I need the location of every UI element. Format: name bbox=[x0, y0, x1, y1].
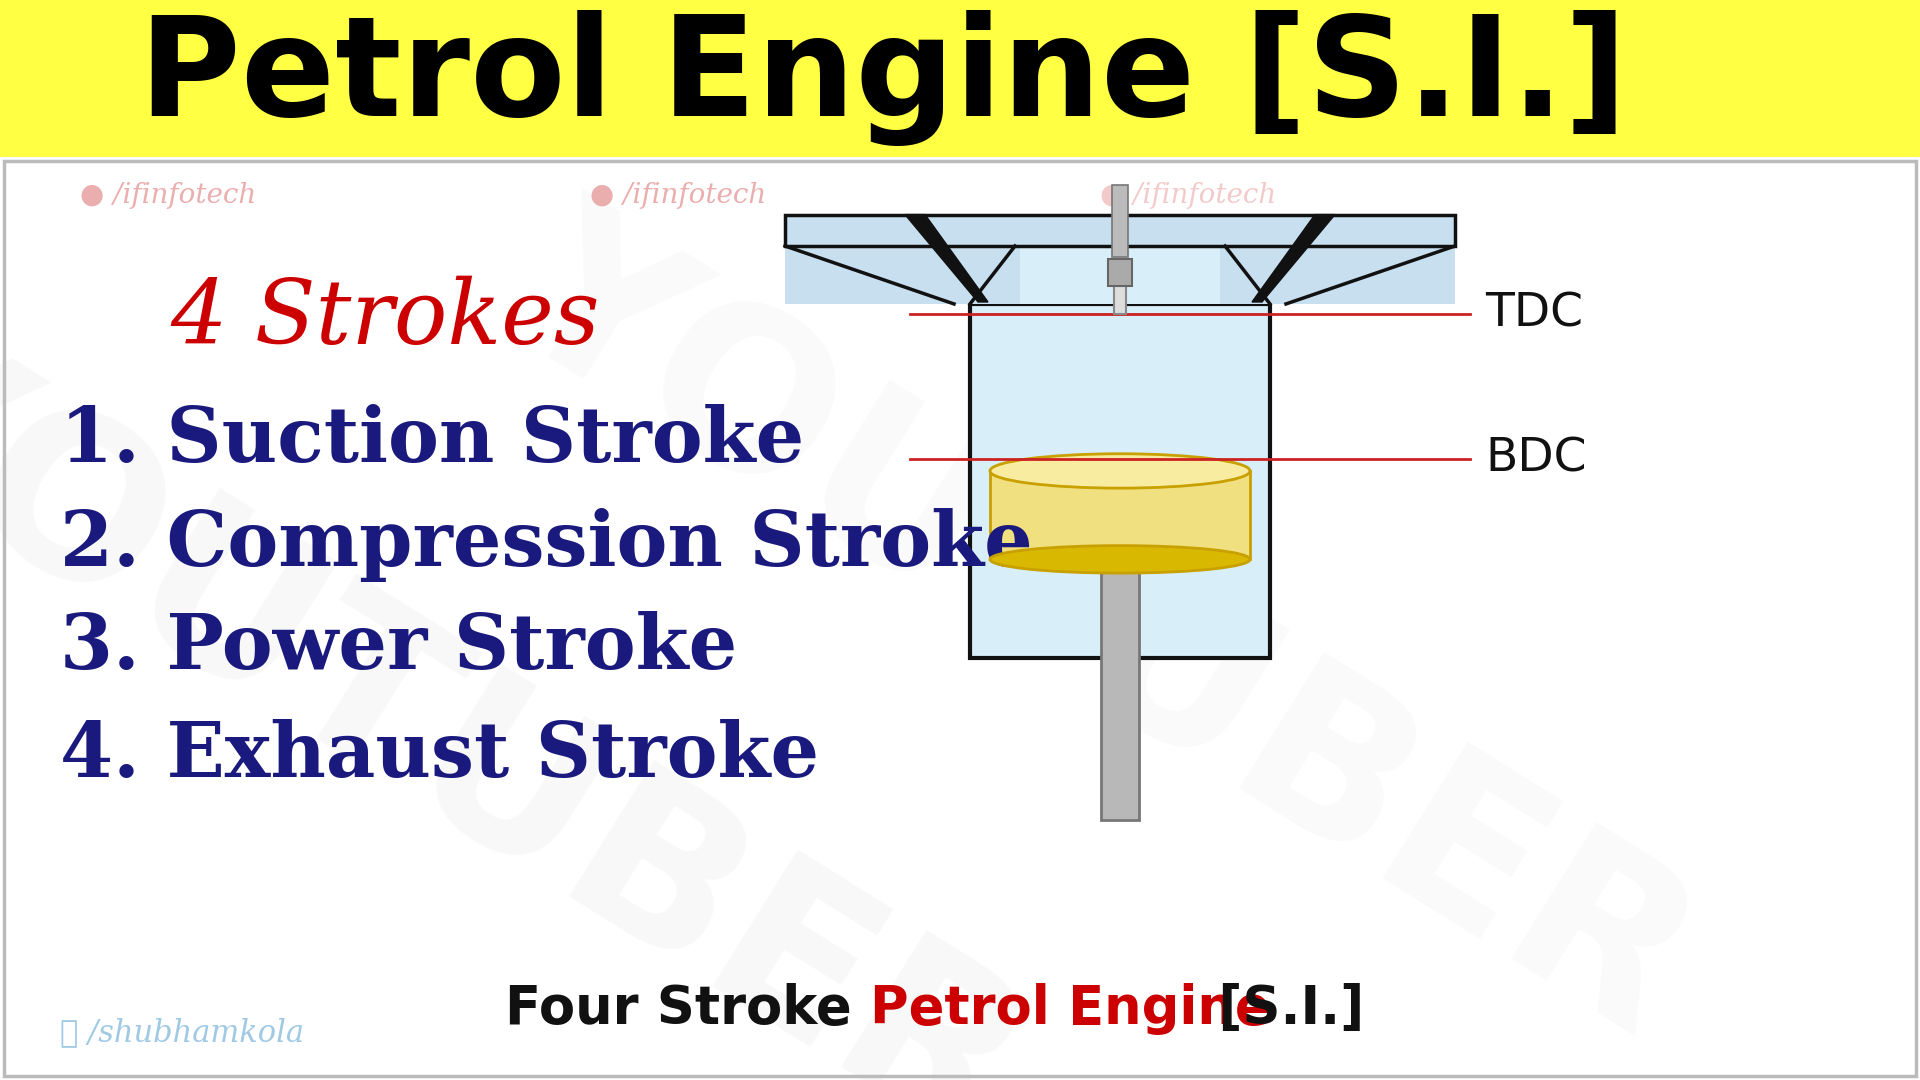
Text: 3. Power Stroke: 3. Power Stroke bbox=[60, 611, 737, 685]
Polygon shape bbox=[1252, 215, 1334, 302]
Text: ● /ifinfotech: ● /ifinfotech bbox=[81, 183, 255, 210]
Text: BDC: BDC bbox=[1484, 436, 1586, 482]
Text: ● /ifinfotech: ● /ifinfotech bbox=[589, 183, 766, 210]
Text: Petrol Engine [S.I.]: Petrol Engine [S.I.] bbox=[138, 11, 1628, 146]
Bar bbox=[1114, 284, 1125, 314]
Bar bbox=[1219, 215, 1455, 303]
Text: [S.I.]: [S.I.] bbox=[1200, 983, 1365, 1036]
Text: YOUTUBER: YOUTUBER bbox=[0, 288, 1058, 1080]
Text: 4. Exhaust Stroke: 4. Exhaust Stroke bbox=[60, 719, 820, 793]
Bar bbox=[991, 471, 1250, 559]
Text: Four Stroke: Four Stroke bbox=[505, 983, 870, 1036]
Text: TDC: TDC bbox=[1484, 292, 1582, 336]
Bar bbox=[785, 215, 1020, 303]
Polygon shape bbox=[904, 215, 989, 302]
Bar bbox=[1108, 259, 1133, 286]
Ellipse shape bbox=[991, 454, 1250, 488]
Bar bbox=[785, 215, 1455, 246]
Text: 1. Suction Stroke: 1. Suction Stroke bbox=[60, 405, 804, 478]
Text: ● /ifinfotech: ● /ifinfotech bbox=[1100, 183, 1277, 210]
Bar bbox=[1112, 185, 1129, 257]
Bar bbox=[1100, 554, 1139, 820]
Bar bbox=[970, 303, 1269, 658]
Bar bbox=[1020, 246, 1219, 303]
Text: 2. Compression Stroke: 2. Compression Stroke bbox=[60, 508, 1033, 582]
Text: 🐦 /shubhamkola: 🐦 /shubhamkola bbox=[60, 1017, 303, 1049]
Ellipse shape bbox=[991, 545, 1250, 573]
Text: Petrol Engine: Petrol Engine bbox=[870, 983, 1271, 1036]
Text: YOUTUBER: YOUTUBER bbox=[472, 180, 1728, 1076]
Text: 4 Strokes: 4 Strokes bbox=[171, 275, 599, 362]
